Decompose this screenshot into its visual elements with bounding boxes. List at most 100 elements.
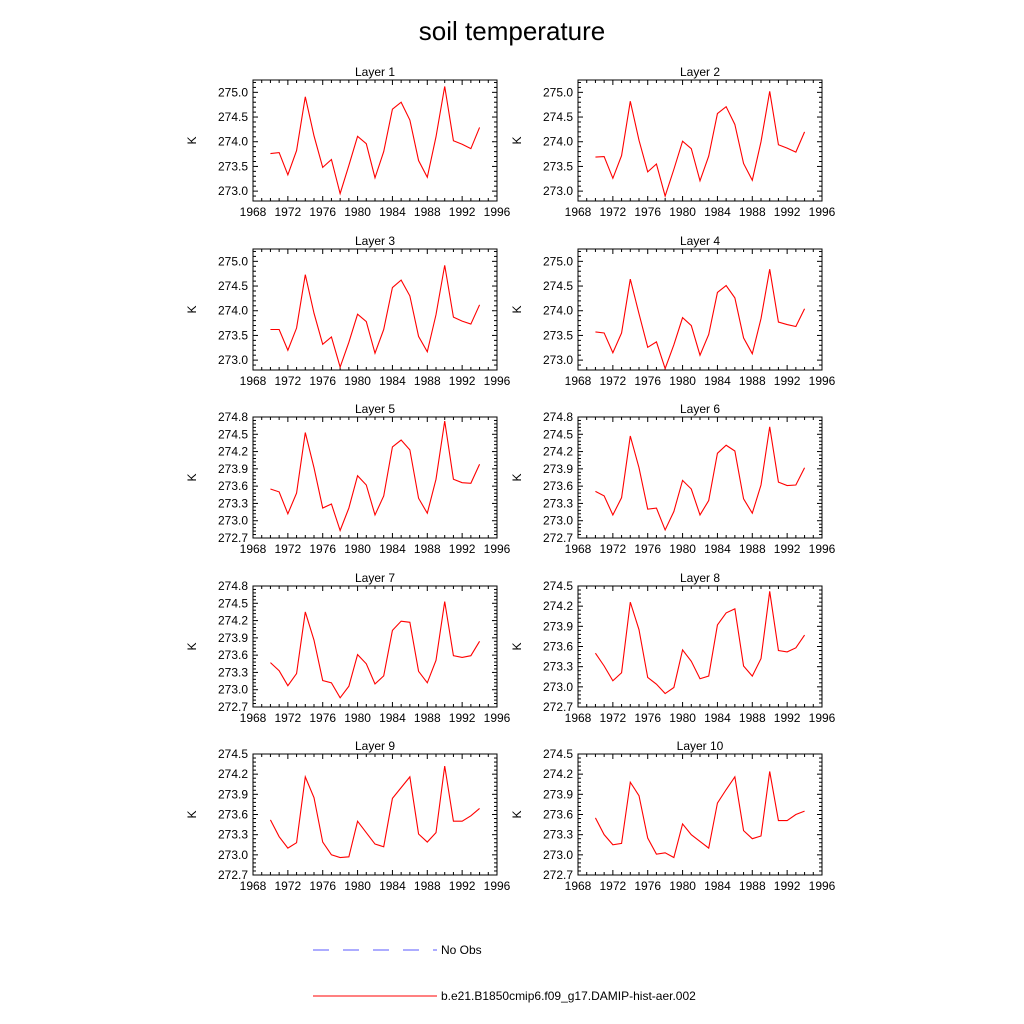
panel-layer-1: Layer 1 1968 1972 1976 1980 1984 1988 1992 1996 2… bbox=[185, 65, 511, 219]
x-tick-label: 1968 bbox=[240, 374, 267, 388]
x-tick-label: 1976 bbox=[634, 205, 661, 219]
y-tick-label: 272.7 bbox=[543, 700, 573, 714]
y-tick-label: 273.5 bbox=[543, 159, 573, 173]
y-tick-label: 274.0 bbox=[543, 304, 573, 318]
panel-title-layer-4: Layer 4 bbox=[680, 234, 720, 248]
y-tick-label: 273.3 bbox=[543, 496, 573, 510]
x-tick-label: 1996 bbox=[484, 205, 511, 219]
plot-frame-layer-7 bbox=[252, 585, 498, 708]
x-tick-label: 1972 bbox=[275, 879, 302, 893]
y-tick-label: 273.5 bbox=[543, 328, 573, 342]
figure-title: soil temperature bbox=[419, 16, 605, 46]
x-tick-label: 1988 bbox=[739, 711, 766, 725]
x-tick-label: 1984 bbox=[704, 205, 731, 219]
x-tick-label: 1968 bbox=[565, 205, 592, 219]
x-tick-label: 1992 bbox=[774, 542, 801, 556]
x-tick-label: 1980 bbox=[669, 205, 696, 219]
y-tick-label: 273.3 bbox=[543, 660, 573, 674]
x-tick-label: 1972 bbox=[275, 711, 302, 725]
y-tick-label: 273.0 bbox=[543, 848, 573, 862]
y-tick-label: 273.9 bbox=[218, 462, 248, 476]
y-tick-label: 272.7 bbox=[218, 531, 248, 545]
y-tick-label: 274.5 bbox=[218, 110, 248, 124]
x-tick-label: 1988 bbox=[739, 205, 766, 219]
x-tick-label: 1984 bbox=[379, 205, 406, 219]
y-tick-label: 273.0 bbox=[218, 848, 248, 862]
legend-model-label: b.e21.B1850cmip6.f09_g17.DAMIP-hist-aer.… bbox=[441, 989, 696, 1003]
x-tick-label: 1980 bbox=[344, 542, 371, 556]
series-line-layer-8 bbox=[594, 591, 806, 695]
panel-title-layer-3: Layer 3 bbox=[355, 234, 395, 248]
y-tick-label: 273.6 bbox=[218, 808, 248, 822]
x-tick-label: 1996 bbox=[484, 879, 511, 893]
y-tick-label: 272.7 bbox=[218, 868, 248, 882]
y-tick-label: 273.0 bbox=[218, 353, 248, 367]
x-tick-label: 1968 bbox=[240, 542, 267, 556]
panel-layer-10: Layer 10 1968 1972 1976 1980 1984 1988 1992 1996… bbox=[510, 739, 836, 893]
x-tick-label: 1976 bbox=[309, 205, 336, 219]
plot-frame-layer-2 bbox=[577, 79, 823, 202]
panel-title-layer-9: Layer 9 bbox=[355, 739, 395, 753]
y-tick-label: 273.6 bbox=[543, 640, 573, 654]
x-tick-label: 1980 bbox=[344, 711, 371, 725]
y-tick-label: 274.5 bbox=[543, 427, 573, 441]
y-axis-label-layer-9: K bbox=[185, 810, 199, 818]
y-tick-label: 274.5 bbox=[543, 747, 573, 761]
panel-title-layer-8: Layer 8 bbox=[680, 571, 720, 585]
x-tick-label: 1976 bbox=[634, 711, 661, 725]
y-tick-label: 273.6 bbox=[218, 479, 248, 493]
y-tick-label: 274.8 bbox=[543, 410, 573, 424]
panel-layer-7: Layer 7 1968 1972 1976 1980 1984 1988 1992 1996 2… bbox=[185, 571, 511, 725]
legend: No Obs b.e21.B1850cmip6.f09_g17.DAMIP-hi… bbox=[313, 943, 696, 1003]
x-tick-label: 1972 bbox=[275, 205, 302, 219]
x-tick-label: 1976 bbox=[309, 542, 336, 556]
x-tick-label: 1968 bbox=[565, 542, 592, 556]
panel-title-layer-10: Layer 10 bbox=[677, 739, 724, 753]
x-tick-label: 1968 bbox=[240, 879, 267, 893]
x-tick-label: 1996 bbox=[809, 711, 836, 725]
panel-layer-8: Layer 8 1968 1972 1976 1980 1984 1988 1992 1996 2… bbox=[510, 571, 836, 725]
panels-group: Layer 1 1968 1972 1976 1980 1984 1988 1992 1996 2… bbox=[185, 65, 836, 893]
x-tick-label: 1976 bbox=[634, 374, 661, 388]
y-tick-label: 273.9 bbox=[218, 787, 248, 801]
x-tick-label: 1968 bbox=[565, 879, 592, 893]
x-tick-label: 1980 bbox=[344, 205, 371, 219]
x-tick-label: 1984 bbox=[704, 711, 731, 725]
panel-title-layer-2: Layer 2 bbox=[680, 65, 720, 79]
y-tick-label: 273.6 bbox=[218, 648, 248, 662]
x-tick-label: 1976 bbox=[309, 711, 336, 725]
y-tick-label: 275.0 bbox=[218, 85, 248, 99]
x-tick-label: 1984 bbox=[704, 879, 731, 893]
y-tick-label: 275.0 bbox=[543, 254, 573, 268]
y-tick-label: 274.0 bbox=[218, 304, 248, 318]
y-tick-label: 274.5 bbox=[543, 279, 573, 293]
x-tick-label: 1992 bbox=[449, 879, 476, 893]
y-tick-label: 274.0 bbox=[543, 135, 573, 149]
x-tick-label: 1996 bbox=[809, 879, 836, 893]
y-axis-label-layer-8: K bbox=[510, 642, 524, 650]
y-tick-label: 273.0 bbox=[543, 353, 573, 367]
x-tick-label: 1984 bbox=[379, 711, 406, 725]
x-tick-label: 1996 bbox=[484, 542, 511, 556]
x-tick-label: 1980 bbox=[669, 374, 696, 388]
y-tick-label: 273.3 bbox=[218, 828, 248, 842]
y-tick-label: 273.5 bbox=[218, 328, 248, 342]
plot-frame-layer-10 bbox=[577, 753, 823, 876]
x-tick-label: 1972 bbox=[600, 205, 627, 219]
y-tick-label: 273.0 bbox=[543, 680, 573, 694]
x-tick-label: 1992 bbox=[449, 542, 476, 556]
y-tick-label: 272.7 bbox=[543, 868, 573, 882]
y-tick-label: 275.0 bbox=[218, 254, 248, 268]
y-tick-label: 274.2 bbox=[543, 599, 573, 613]
y-tick-label: 274.2 bbox=[543, 445, 573, 459]
plot-frame-layer-1 bbox=[252, 79, 498, 202]
y-tick-label: 274.5 bbox=[218, 747, 248, 761]
x-tick-label: 1988 bbox=[414, 374, 441, 388]
x-tick-label: 1972 bbox=[275, 374, 302, 388]
y-tick-label: 274.5 bbox=[543, 110, 573, 124]
x-tick-label: 1968 bbox=[240, 205, 267, 219]
panel-layer-3: Layer 3 1968 1972 1976 1980 1984 1988 1992 1996 2… bbox=[185, 234, 511, 388]
x-tick-label: 1980 bbox=[669, 711, 696, 725]
y-tick-label: 273.9 bbox=[543, 619, 573, 633]
